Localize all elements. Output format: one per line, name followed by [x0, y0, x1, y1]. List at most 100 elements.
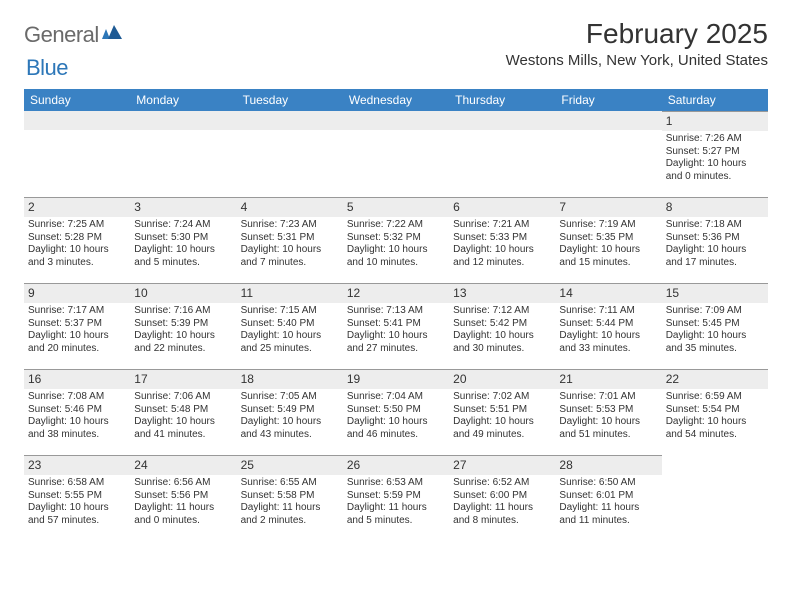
day-body: Sunrise: 7:11 AM Sunset: 5:44 PM Dayligh… — [555, 303, 661, 359]
day-number: 8 — [662, 198, 768, 217]
day-body: Sunrise: 7:25 AM Sunset: 5:28 PM Dayligh… — [24, 217, 130, 273]
sunrise-text: Sunrise: 6:58 AM — [28, 477, 126, 490]
sunset-text: Sunset: 5:46 PM — [28, 404, 126, 417]
logo-word2: Blue — [26, 55, 68, 80]
day-body: Sunrise: 7:16 AM Sunset: 5:39 PM Dayligh… — [130, 303, 236, 359]
day-number: 19 — [343, 370, 449, 389]
sunrise-text: Sunrise: 7:01 AM — [559, 391, 657, 404]
sunrise-text: Sunrise: 7:16 AM — [134, 305, 232, 318]
sunrise-text: Sunrise: 6:59 AM — [666, 391, 764, 404]
day-number: 28 — [555, 456, 661, 475]
day-number: 13 — [449, 284, 555, 303]
daylight-text: Daylight: 11 hours and 0 minutes. — [134, 502, 232, 527]
sunset-text: Sunset: 5:27 PM — [666, 146, 764, 159]
sunset-text: Sunset: 5:55 PM — [28, 490, 126, 503]
sunset-text: Sunset: 5:58 PM — [241, 490, 339, 503]
sunrise-text: Sunrise: 7:11 AM — [559, 305, 657, 318]
day-body: Sunrise: 6:59 AM Sunset: 5:54 PM Dayligh… — [662, 389, 768, 445]
calendar-day-cell: 23 Sunrise: 6:58 AM Sunset: 5:55 PM Dayl… — [24, 455, 130, 541]
daylight-text: Daylight: 10 hours and 41 minutes. — [134, 416, 232, 441]
daylight-text: Daylight: 10 hours and 49 minutes. — [453, 416, 551, 441]
daylight-text: Daylight: 10 hours and 12 minutes. — [453, 244, 551, 269]
day-number: 16 — [24, 370, 130, 389]
sunset-text: Sunset: 5:31 PM — [241, 232, 339, 245]
day-number: 11 — [237, 284, 343, 303]
daylight-text: Daylight: 10 hours and 5 minutes. — [134, 244, 232, 269]
sunrise-text: Sunrise: 7:21 AM — [453, 219, 551, 232]
calendar-empty-cell — [449, 111, 555, 197]
daylight-text: Daylight: 10 hours and 35 minutes. — [666, 330, 764, 355]
calendar-day-cell: 22 Sunrise: 6:59 AM Sunset: 5:54 PM Dayl… — [662, 369, 768, 455]
col-monday: Monday — [130, 89, 236, 111]
sunrise-text: Sunrise: 7:23 AM — [241, 219, 339, 232]
sunset-text: Sunset: 5:36 PM — [666, 232, 764, 245]
sunrise-text: Sunrise: 7:05 AM — [241, 391, 339, 404]
daylight-text: Daylight: 10 hours and 51 minutes. — [559, 416, 657, 441]
calendar-day-cell: 1 Sunrise: 7:26 AM Sunset: 5:27 PM Dayli… — [662, 111, 768, 197]
sunrise-text: Sunrise: 6:56 AM — [134, 477, 232, 490]
calendar-day-cell: 12 Sunrise: 7:13 AM Sunset: 5:41 PM Dayl… — [343, 283, 449, 369]
calendar-grid: 1 Sunrise: 7:26 AM Sunset: 5:27 PM Dayli… — [24, 111, 768, 541]
month-title: February 2025 — [506, 18, 768, 50]
day-number: 4 — [237, 198, 343, 217]
sunrise-text: Sunrise: 7:08 AM — [28, 391, 126, 404]
daylight-text: Daylight: 11 hours and 8 minutes. — [453, 502, 551, 527]
daylight-text: Daylight: 10 hours and 0 minutes. — [666, 158, 764, 183]
day-number: 15 — [662, 284, 768, 303]
day-number: 1 — [662, 112, 768, 131]
sunrise-text: Sunrise: 7:25 AM — [28, 219, 126, 232]
day-number: 7 — [555, 198, 661, 217]
calendar-day-cell: 17 Sunrise: 7:06 AM Sunset: 5:48 PM Dayl… — [130, 369, 236, 455]
day-body: Sunrise: 7:24 AM Sunset: 5:30 PM Dayligh… — [130, 217, 236, 273]
sunrise-text: Sunrise: 7:18 AM — [666, 219, 764, 232]
daylight-text: Daylight: 10 hours and 46 minutes. — [347, 416, 445, 441]
daylight-text: Daylight: 10 hours and 43 minutes. — [241, 416, 339, 441]
daylight-text: Daylight: 10 hours and 22 minutes. — [134, 330, 232, 355]
day-body: Sunrise: 7:26 AM Sunset: 5:27 PM Dayligh… — [662, 131, 768, 187]
calendar-day-header: Sunday Monday Tuesday Wednesday Thursday… — [24, 89, 768, 111]
sunset-text: Sunset: 6:00 PM — [453, 490, 551, 503]
day-number: 12 — [343, 284, 449, 303]
sunrise-text: Sunrise: 7:06 AM — [134, 391, 232, 404]
day-number: 21 — [555, 370, 661, 389]
daylight-text: Daylight: 11 hours and 11 minutes. — [559, 502, 657, 527]
sunset-text: Sunset: 5:49 PM — [241, 404, 339, 417]
day-body: Sunrise: 7:19 AM Sunset: 5:35 PM Dayligh… — [555, 217, 661, 273]
calendar-day-cell: 2 Sunrise: 7:25 AM Sunset: 5:28 PM Dayli… — [24, 197, 130, 283]
col-friday: Friday — [555, 89, 661, 111]
day-body: Sunrise: 7:21 AM Sunset: 5:33 PM Dayligh… — [449, 217, 555, 273]
day-body: Sunrise: 7:05 AM Sunset: 5:49 PM Dayligh… — [237, 389, 343, 445]
day-body: Sunrise: 6:52 AM Sunset: 6:00 PM Dayligh… — [449, 475, 555, 531]
sunrise-text: Sunrise: 7:04 AM — [347, 391, 445, 404]
flag-icon — [102, 25, 122, 46]
sunset-text: Sunset: 5:28 PM — [28, 232, 126, 245]
daylight-text: Daylight: 10 hours and 33 minutes. — [559, 330, 657, 355]
daylight-text: Daylight: 10 hours and 20 minutes. — [28, 330, 126, 355]
calendar-day-cell: 4 Sunrise: 7:23 AM Sunset: 5:31 PM Dayli… — [237, 197, 343, 283]
sunset-text: Sunset: 5:59 PM — [347, 490, 445, 503]
daylight-text: Daylight: 10 hours and 3 minutes. — [28, 244, 126, 269]
calendar-empty-cell — [130, 111, 236, 197]
day-body: Sunrise: 7:06 AM Sunset: 5:48 PM Dayligh… — [130, 389, 236, 445]
day-body: Sunrise: 7:22 AM Sunset: 5:32 PM Dayligh… — [343, 217, 449, 273]
sunrise-text: Sunrise: 7:24 AM — [134, 219, 232, 232]
calendar-day-cell: 14 Sunrise: 7:11 AM Sunset: 5:44 PM Dayl… — [555, 283, 661, 369]
location-subtitle: Westons Mills, New York, United States — [506, 52, 768, 69]
day-number: 2 — [24, 198, 130, 217]
day-number: 24 — [130, 456, 236, 475]
sunrise-text: Sunrise: 7:22 AM — [347, 219, 445, 232]
daylight-text: Daylight: 10 hours and 25 minutes. — [241, 330, 339, 355]
daylight-text: Daylight: 11 hours and 2 minutes. — [241, 502, 339, 527]
calendar-day-cell: 16 Sunrise: 7:08 AM Sunset: 5:46 PM Dayl… — [24, 369, 130, 455]
sunset-text: Sunset: 5:50 PM — [347, 404, 445, 417]
daylight-text: Daylight: 10 hours and 38 minutes. — [28, 416, 126, 441]
calendar-day-cell: 10 Sunrise: 7:16 AM Sunset: 5:39 PM Dayl… — [130, 283, 236, 369]
daylight-text: Daylight: 10 hours and 54 minutes. — [666, 416, 764, 441]
sunset-text: Sunset: 5:56 PM — [134, 490, 232, 503]
sunrise-text: Sunrise: 7:13 AM — [347, 305, 445, 318]
sunrise-text: Sunrise: 7:12 AM — [453, 305, 551, 318]
sunset-text: Sunset: 5:48 PM — [134, 404, 232, 417]
day-number: 25 — [237, 456, 343, 475]
day-body: Sunrise: 6:55 AM Sunset: 5:58 PM Dayligh… — [237, 475, 343, 531]
day-body: Sunrise: 7:18 AM Sunset: 5:36 PM Dayligh… — [662, 217, 768, 273]
